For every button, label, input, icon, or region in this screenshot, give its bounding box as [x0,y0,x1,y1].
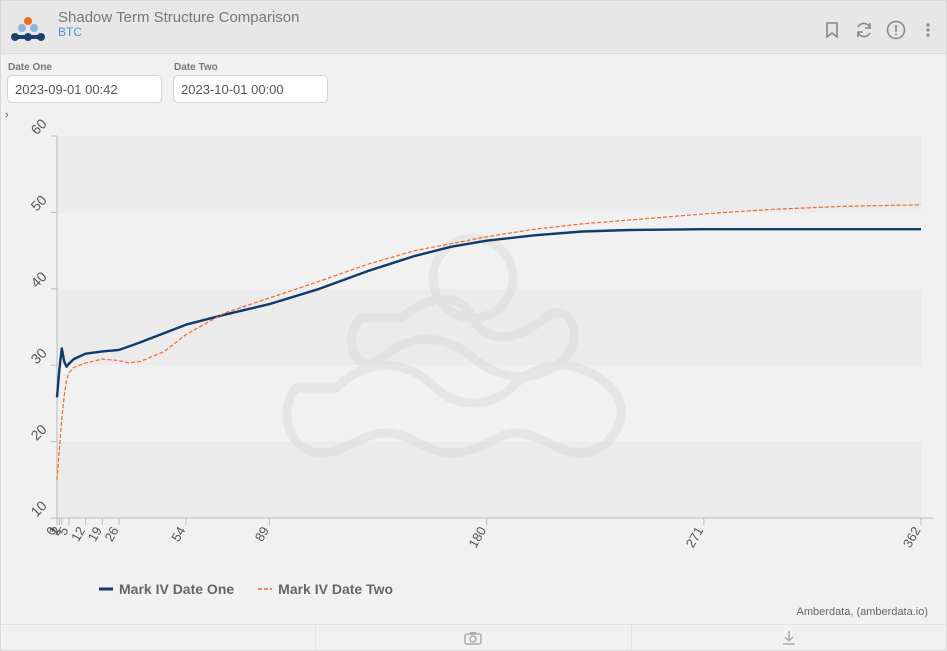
asset-subtitle: BTC [58,25,82,39]
x-tick-label: 362 [900,524,924,550]
data-credit: Amberdata, (amberdata.io) [797,606,928,618]
info-icon[interactable] [886,20,906,40]
camera-icon [463,630,483,646]
date-one-label: Date One [8,62,52,73]
y-tick-label: 50 [27,192,49,214]
header-actions [822,19,938,41]
legend-item-date-two[interactable]: Mark IV Date Two [258,581,393,597]
refresh-icon[interactable] [854,20,874,40]
date-two-input[interactable] [173,75,328,103]
x-tick-label: 54 [168,524,188,544]
download-icon [780,629,798,647]
more-vertical-icon[interactable] [918,20,938,40]
y-tick-label: 60 [27,116,49,138]
x-tick-label: 89 [252,524,272,544]
footer-empty-slot [1,625,316,651]
legend-item-date-one[interactable]: Mark IV Date One [99,581,234,597]
page-title: Shadow Term Structure Comparison [58,9,300,26]
bookmark-icon[interactable] [822,20,842,40]
x-tick-label: 26 [101,524,121,544]
plot-band [57,289,921,365]
plot-bands [57,136,921,518]
x-tick-label: 180 [465,524,489,550]
amberdata-logo-icon [7,13,49,45]
x-tick-label: 271 [683,524,707,550]
plot-band [57,212,921,288]
legend-label-date-two: Mark IV Date Two [278,581,393,597]
legend-label-date-one: Mark IV Date One [119,581,234,597]
screenshot-button[interactable] [316,625,631,651]
y-tick-label: 30 [27,344,49,366]
plot-band [57,136,921,212]
download-button[interactable] [632,625,946,651]
chart-legend: Mark IV Date One Mark IV Date Two [99,581,393,597]
date-one-input[interactable] [7,75,162,103]
y-tick-label: 20 [27,421,49,443]
date-two-label: Date Two [174,62,218,73]
card-footer [1,624,946,651]
y-tick-label: 10 [27,497,49,519]
card-header: Shadow Term Structure Comparison BTC [1,1,946,54]
y-tick-label: 40 [27,268,49,290]
plot-band [57,442,921,518]
